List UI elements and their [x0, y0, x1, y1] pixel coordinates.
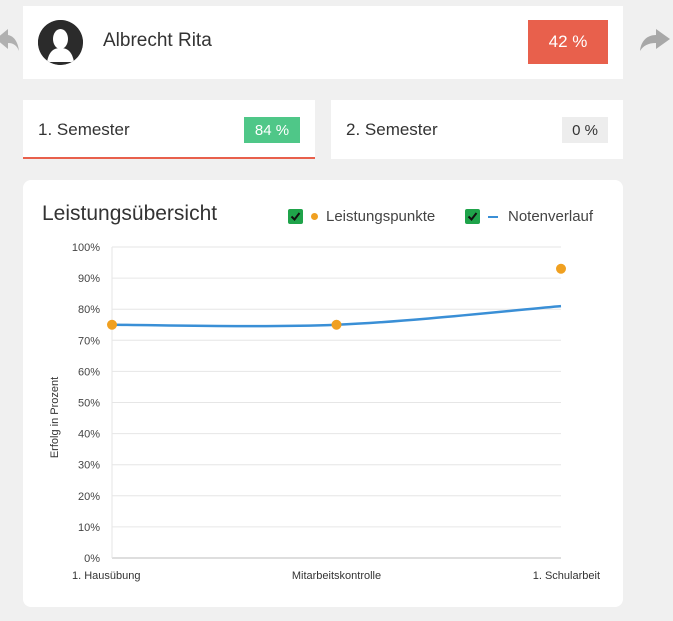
x-tick-label: 1. Hausübung — [72, 570, 141, 582]
reply-arrow-icon[interactable] — [0, 25, 20, 55]
y-tick-label: 50% — [78, 398, 100, 410]
y-tick-label: 10% — [78, 522, 100, 534]
dot-symbol-icon — [311, 213, 318, 220]
legend-label: Notenverlauf — [508, 208, 594, 225]
y-tick-label: 90% — [78, 273, 100, 285]
tab-label: 1. Semester — [38, 120, 130, 139]
y-axis-title: Erfolg in Prozent — [49, 377, 61, 458]
legend-item-points[interactable]: Leistungspunkte — [288, 208, 435, 225]
chart-title: Leistungsübersicht — [42, 202, 218, 225]
x-tick-label: 1. Schularbeit — [533, 570, 600, 582]
semester-score-badge: 84 % — [244, 117, 300, 143]
line-chart: 0% 10% 20% 30% 40% 50% 60% 70% 80% 90% 100% 1. Haus… — [49, 242, 600, 582]
y-tick-label: 20% — [78, 491, 100, 503]
tab-semester-1[interactable]: 1. Semester 84 % — [23, 100, 315, 159]
y-tick-label: 60% — [78, 366, 100, 378]
tab-label: 2. Semester — [346, 120, 438, 139]
y-tick-label: 40% — [78, 429, 100, 441]
tab-semester-2[interactable]: 2. Semester 0 % — [331, 100, 623, 159]
legend-label: Leistungspunkte — [326, 208, 436, 225]
y-tick-label: 80% — [78, 304, 100, 316]
data-point — [107, 319, 117, 330]
forward-arrow-icon[interactable] — [638, 25, 672, 55]
y-tick-label: 70% — [78, 335, 100, 347]
checkbox-trend[interactable] — [465, 209, 480, 224]
student-name: Albrecht Rita — [103, 30, 212, 51]
avatar — [38, 20, 83, 65]
data-point — [331, 319, 342, 330]
data-point — [556, 263, 566, 274]
y-tick-label: 100% — [72, 242, 100, 254]
performance-chart-card: Leistungsübersicht Leistungspunkte Noten… — [23, 180, 623, 607]
checkmark-icon — [467, 212, 478, 222]
semester-score-badge: 0 % — [562, 117, 608, 143]
y-tick-label: 30% — [78, 460, 100, 472]
checkmark-icon — [290, 212, 301, 222]
x-tick-label: Mitarbeitskontrolle — [292, 570, 381, 582]
legend-item-trend[interactable]: Notenverlauf — [465, 208, 593, 225]
student-header-card: Albrecht Rita 42 % — [23, 6, 623, 79]
line-symbol-icon — [488, 215, 498, 218]
y-tick-label: 0% — [84, 553, 100, 565]
total-score-badge: 42 % — [528, 20, 608, 64]
checkbox-points[interactable] — [288, 209, 303, 224]
user-silhouette-icon — [38, 20, 83, 65]
